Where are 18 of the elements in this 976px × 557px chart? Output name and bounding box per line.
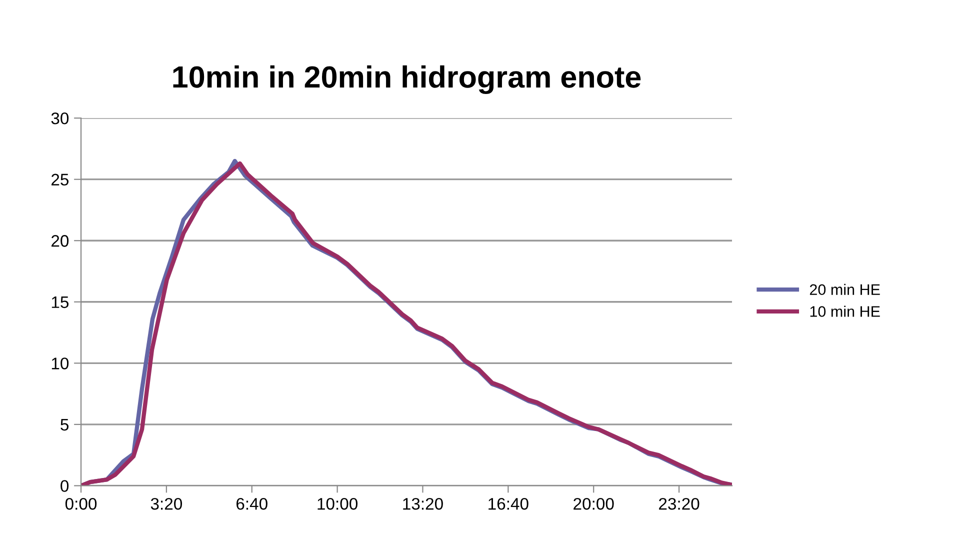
- y-tick-label: 30: [51, 112, 69, 124]
- y-tick-label: 20: [52, 235, 69, 247]
- x-tick-label: 10:00: [318, 498, 358, 510]
- y-tick-label: 0: [60, 480, 69, 492]
- x-tick-label: 3:20: [150, 498, 182, 510]
- x-tick-label: 0:00: [65, 498, 97, 510]
- y-tick-label: 10: [52, 358, 69, 370]
- x-tick-label: 6:40: [236, 498, 268, 510]
- y-tick-label: 5: [60, 419, 69, 431]
- x-tick-label: 20:00: [574, 498, 614, 510]
- legend-label: 10 min HE: [810, 306, 880, 317]
- y-tick-label: 25: [52, 174, 69, 186]
- legend-label: 20 min HE: [810, 284, 880, 296]
- x-tick-label: 23:20: [659, 498, 700, 510]
- y-tick-label: 15: [52, 296, 69, 308]
- x-tick-label: 13:20: [403, 498, 443, 510]
- chart-title: 10min in 20min hidrogram enote: [173, 65, 641, 94]
- x-tick-label: 16:40: [488, 498, 528, 510]
